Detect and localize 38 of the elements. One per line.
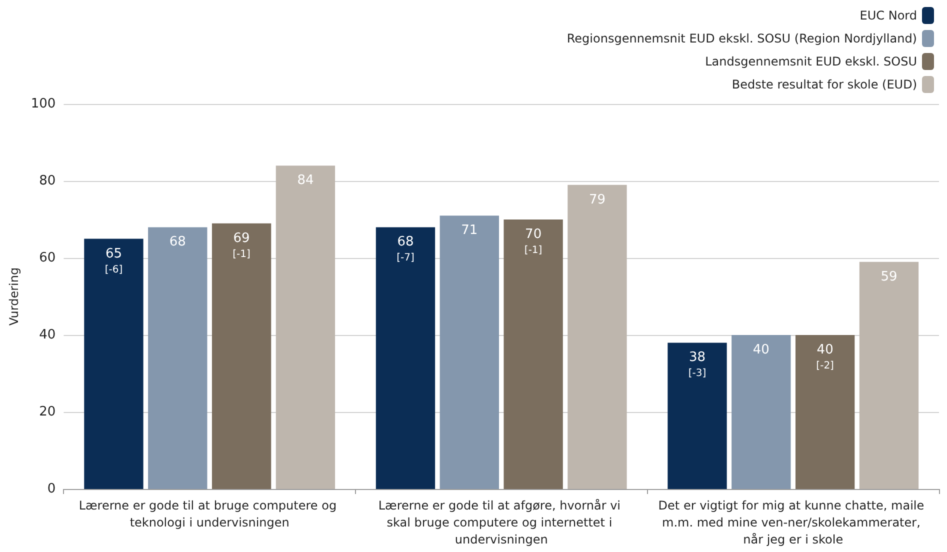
bar bbox=[859, 262, 919, 489]
data-label: 40 [-2] bbox=[816, 342, 834, 372]
bar bbox=[668, 342, 727, 489]
y-axis-title: Vurdering bbox=[7, 267, 21, 326]
bar bbox=[276, 166, 336, 489]
data-label: 68 bbox=[169, 234, 186, 250]
y-tick-label: 40 bbox=[39, 328, 56, 342]
bar bbox=[376, 227, 436, 489]
y-tick-label: 100 bbox=[30, 96, 56, 112]
data-label: 70 [-1] bbox=[524, 227, 542, 256]
data-label: 40 bbox=[752, 342, 770, 358]
bar bbox=[568, 184, 627, 489]
bar bbox=[84, 238, 144, 489]
legend-label: Regionsgennemsnit EUD ekskl. SOSU (Region Nordjylland) bbox=[566, 32, 917, 46]
legend-label: Landsgennemsnit EUD ekskl. SOSU bbox=[705, 54, 917, 68]
y-tick-label: 20 bbox=[39, 404, 56, 420]
data-label: 38 [-3] bbox=[688, 350, 706, 380]
data-label: 65 [-6] bbox=[104, 246, 123, 276]
bar bbox=[795, 335, 855, 489]
data-label: 71 bbox=[461, 223, 478, 238]
y-tick-label: 60 bbox=[39, 250, 56, 266]
data-label: 69 [-1] bbox=[232, 230, 251, 260]
bar bbox=[148, 227, 208, 489]
x-tick-label: Det er vigtigt for mig at kunne chatte, maile m.m. med mine ven-ner/skolekammerater, når jeg er i skole bbox=[658, 498, 928, 546]
data-label: 84 bbox=[297, 173, 314, 188]
data-label: 79 bbox=[588, 192, 606, 208]
legend-label: EUC Nord bbox=[860, 8, 917, 22]
data-label: 68 [-7] bbox=[396, 234, 414, 264]
bar bbox=[212, 223, 272, 489]
y-tick-label: 0 bbox=[47, 482, 56, 496]
bar bbox=[440, 216, 499, 489]
data-label: 59 bbox=[880, 269, 898, 284]
x-tick-label: Lærerne er gode til at afgøre, hvornår vi skal bruge computere og internettet i undervisningen bbox=[378, 498, 624, 546]
bar bbox=[504, 220, 563, 489]
bar bbox=[732, 335, 791, 489]
x-tick-label: Lærerne er gode til at bruge computere og teknologi i undervisningen bbox=[78, 498, 340, 530]
y-tick-label: 80 bbox=[39, 174, 56, 188]
legend-label: Bedste resultat for skole (EUD) bbox=[732, 78, 917, 92]
